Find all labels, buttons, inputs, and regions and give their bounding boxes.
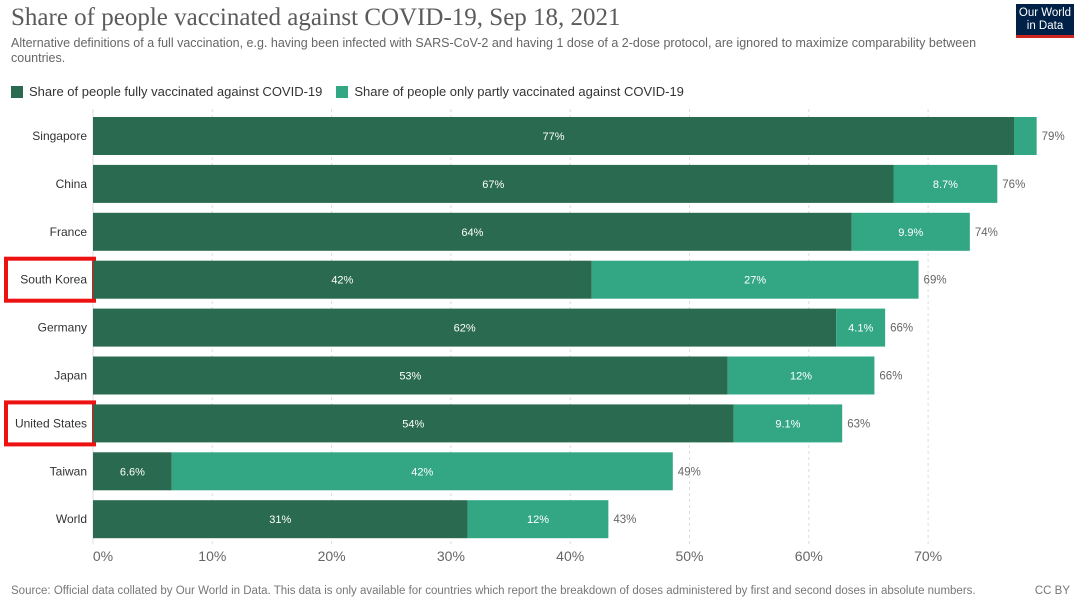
bar-partly-germany[interactable] <box>836 308 886 347</box>
bar-label-fully: 67% <box>482 179 504 191</box>
bar-fully-united-states[interactable] <box>93 404 734 443</box>
category-label-south-korea: South Korea <box>20 273 87 287</box>
bar-partly-united-states[interactable] <box>733 404 843 443</box>
bar-fully-china[interactable] <box>93 164 894 203</box>
bar-total-label: 69% <box>924 275 947 287</box>
source-note: Source: Official data collated by Our Wo… <box>11 585 976 597</box>
legend-item-fully[interactable]: Share of people fully vaccinated against… <box>11 84 322 99</box>
category-label-united-states: United States <box>15 416 87 430</box>
owid-logo[interactable]: Our World in Data <box>1016 4 1074 38</box>
legend-label-partly: Share of people only partly vaccinated a… <box>354 84 684 99</box>
bar-total-label: 66% <box>890 323 913 335</box>
bar-partly-singapore[interactable] <box>1013 117 1037 155</box>
bar-label-fully: 31% <box>269 514 291 526</box>
x-tick-label: 30% <box>437 548 465 564</box>
bar-partly-france[interactable] <box>851 212 970 251</box>
bar-label-fully: 6.6% <box>120 466 145 478</box>
bar-fully-japan[interactable] <box>93 356 728 395</box>
bar-partly-taiwan[interactable] <box>171 452 673 491</box>
bar-total-label: 66% <box>879 371 902 383</box>
legend-label-fully: Share of people fully vaccinated against… <box>29 84 323 99</box>
chart-title: Share of people vaccinated against COVID… <box>11 4 621 31</box>
bar-total-label: 49% <box>678 466 701 478</box>
category-label-world: World <box>56 512 87 526</box>
category-label-germany: Germany <box>38 321 87 335</box>
bar-fully-germany[interactable] <box>93 308 837 347</box>
logo-line-2: in Data <box>1026 20 1064 32</box>
x-tick-label: 0% <box>93 548 113 564</box>
category-label-japan: Japan <box>54 369 87 383</box>
bar-label-fully: 53% <box>399 371 421 383</box>
bar-total-label: 63% <box>847 418 870 430</box>
category-label-france: France <box>50 225 88 239</box>
x-tick-label: 40% <box>556 548 584 564</box>
logo-accent-bar <box>1016 35 1074 38</box>
category-label-china: China <box>56 177 88 191</box>
bar-label-partly: 27% <box>744 275 766 287</box>
bar-fully-taiwan[interactable] <box>93 452 172 491</box>
bar-partly-south-korea[interactable] <box>591 260 919 299</box>
bar-partly-world[interactable] <box>467 500 609 539</box>
category-label-taiwan: Taiwan <box>50 464 87 478</box>
x-tick-label: 60% <box>795 548 823 564</box>
bar-fully-south-korea[interactable] <box>93 260 592 299</box>
bar-label-partly: 8.7% <box>933 179 958 191</box>
legend-swatch-fully <box>11 85 23 98</box>
x-tick-label: 70% <box>914 548 942 564</box>
bar-label-fully: 77% <box>542 131 564 143</box>
x-tick-label: 50% <box>675 548 703 564</box>
bar-label-partly: 9.9% <box>898 227 923 239</box>
bar-fully-singapore[interactable] <box>93 117 1014 155</box>
x-tick-label: 10% <box>198 548 226 564</box>
chart-subtitle: Alternative definitions of a full vaccin… <box>11 36 977 65</box>
bar-label-fully: 64% <box>461 227 483 239</box>
bar-label-partly: 4.1% <box>848 323 873 335</box>
legend-swatch-partly <box>336 85 349 98</box>
bar-label-partly: 9.1% <box>775 418 800 430</box>
license-label[interactable]: CC BY <box>1034 585 1070 597</box>
bar-total-label: 43% <box>613 514 636 526</box>
bar-chart: Singapore 77% 79% China 67% 8.7% 76% France 64% 9… <box>4 109 1065 564</box>
logo-line-1: Our World <box>1018 7 1072 19</box>
bar-total-label: 74% <box>975 227 998 239</box>
bar-fully-world[interactable] <box>93 500 468 539</box>
bar-label-fully: 62% <box>454 323 476 335</box>
category-label-singapore: Singapore <box>32 129 87 143</box>
bar-label-partly: 12% <box>527 514 549 526</box>
x-tick-label: 20% <box>318 548 346 564</box>
bar-label-partly: 12% <box>790 371 812 383</box>
legend: Share of people fully vaccinated against… <box>11 84 698 99</box>
bar-total-label: 76% <box>1002 179 1025 191</box>
bar-total-label: 79% <box>1042 131 1065 143</box>
bar-partly-japan[interactable] <box>727 356 875 395</box>
bar-label-partly: 42% <box>411 466 433 478</box>
bar-label-fully: 54% <box>402 418 424 430</box>
bar-partly-china[interactable] <box>893 164 998 203</box>
bar-fully-france[interactable] <box>93 212 852 251</box>
legend-item-partly[interactable]: Share of people only partly vaccinated a… <box>336 84 684 99</box>
bar-label-fully: 42% <box>331 275 353 287</box>
